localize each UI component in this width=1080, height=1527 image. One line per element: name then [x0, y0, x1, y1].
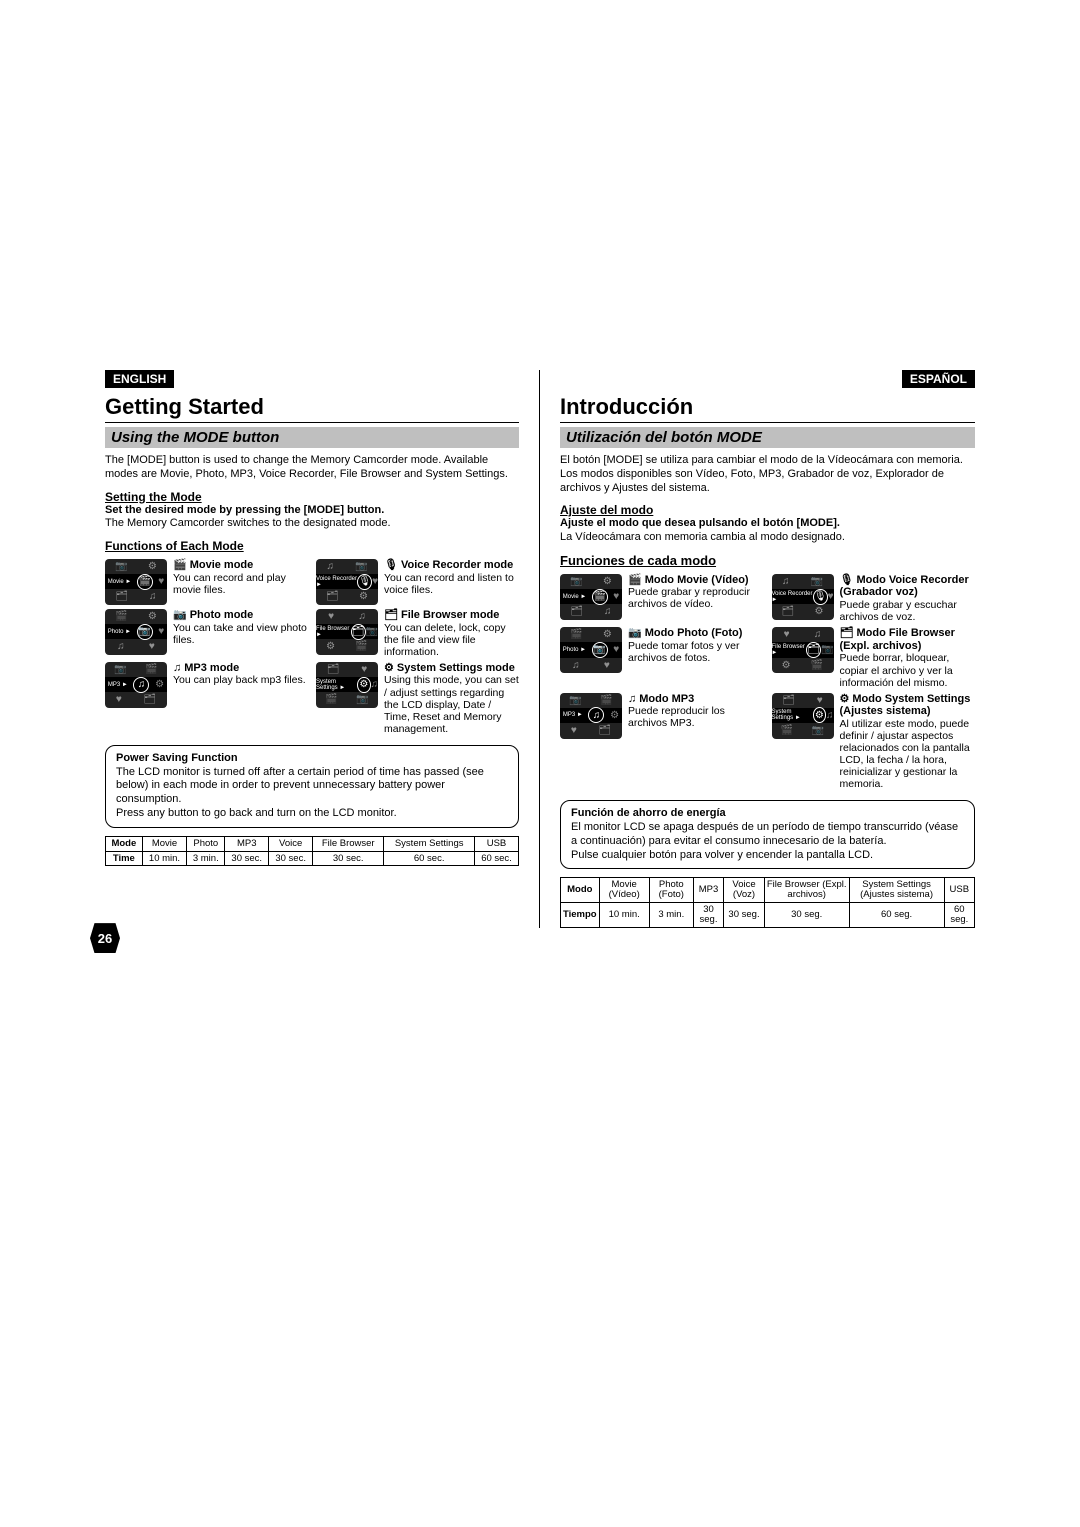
mode-photo-es: 🎬⚙ Photo ►📷♥ ♫♥ 📷Modo Photo (Foto)Puede … — [560, 627, 764, 688]
intro-text-es: El botón [MODE] se utiliza para cambiar … — [560, 454, 975, 495]
manual-page: ENGLISH Getting Started Using the MODE b… — [105, 370, 975, 928]
mode-photo-en: 🎬⚙ Photo ►📷♥ ♫♥ 📷Photo modeYou can take … — [105, 609, 308, 658]
page-title-en: Getting Started — [105, 394, 519, 423]
mode-mp3-es: 📷🎬 MP3 ►♫⚙ ♥🗂 ♫Modo MP3Puede reproducir … — [560, 693, 764, 791]
mode-system-es: 🗂♥ System Settings ►⚙♫ 🎬📷 ⚙Modo System S… — [772, 693, 976, 791]
setting-line1-en: Set the desired mode by pressing the [MO… — [105, 504, 519, 518]
lang-badge-spanish: ESPAÑOL — [902, 370, 975, 388]
mode-voice-en: ♫📷 Voice Recorder ►🎙♥ 🗂⚙ 🎙Voice Recorder… — [316, 559, 519, 605]
intro-text-en: The [MODE] button is used to change the … — [105, 454, 519, 482]
mode-screen-icon: 🗂♥ System Settings ►⚙♫ 🎬📷 — [316, 662, 378, 708]
setting-line2-es: La Vídeocámara con memoria cambia al mod… — [560, 531, 975, 545]
power-saving-box-es: Función de ahorro de energía El monitor … — [560, 800, 975, 869]
mode-grid-es: 📷⚙ Movie ►🎬♥ 🗂♫ 🎬Modo Movie (Vídeo)Puede… — [560, 574, 975, 791]
mode-screen-icon: ♫📷 Voice Recorder ►🎙♥ 🗂⚙ — [316, 559, 378, 605]
mode-grid-en: 📷⚙ Movie ►🎬♥ 🗂♫ 🎬Movie modeYou can recor… — [105, 559, 519, 735]
mode-system-en: 🗂♥ System Settings ►⚙♫ 🎬📷 ⚙System Settin… — [316, 662, 519, 735]
mode-screen-icon: ♥♫ File Browser ►🗂📷 ⚙🎬 — [316, 609, 378, 655]
mode-movie-en: 📷⚙ Movie ►🎬♥ 🗂♫ 🎬Movie modeYou can recor… — [105, 559, 308, 605]
timeout-table-en: Mode MoviePhoto MP3Voice File BrowserSys… — [105, 836, 519, 867]
mode-screen-icon: 📷🎬 MP3 ►♫⚙ ♥🗂 — [560, 693, 622, 739]
mode-screen-icon: ♥♫ File Browser ►🗂📷 ⚙🎬 — [772, 627, 834, 673]
power-body1-es: El monitor LCD se apaga después de un pe… — [571, 821, 964, 849]
functions-head-es: Funciones de cada modo — [560, 553, 975, 568]
page-number-badge: 26 — [90, 923, 120, 953]
lang-badge-english: ENGLISH — [105, 370, 174, 388]
functions-head-en: Functions of Each Mode — [105, 539, 519, 553]
power-title-en: Power Saving Function — [116, 752, 508, 766]
mode-screen-icon: ♫📷 Voice Recorder ►🎙♥ 🗂⚙ — [772, 574, 834, 620]
power-body2-en: Press any button to go back and turn on … — [116, 807, 508, 821]
mode-screen-icon: 📷⚙ Movie ►🎬♥ 🗂♫ — [560, 574, 622, 620]
page-title-es: Introducción — [560, 394, 975, 423]
mode-file-en: ♥♫ File Browser ►🗂📷 ⚙🎬 🗂File Browser mod… — [316, 609, 519, 658]
mode-screen-icon: 🎬⚙ Photo ►📷♥ ♫♥ — [560, 627, 622, 673]
mode-screen-icon: 🗂♥ System Settings ►⚙♫ 🎬📷 — [772, 693, 834, 739]
setting-mode-head-es: Ajuste del modo — [560, 503, 975, 517]
power-body1-en: The LCD monitor is turned off after a ce… — [116, 766, 508, 807]
setting-mode-head-en: Setting the Mode — [105, 490, 519, 504]
mode-screen-icon: 📷🎬 MP3 ►♫⚙ ♥🗂 — [105, 662, 167, 708]
timeout-table-es: Modo Movie (Vídeo)Photo (Foto) MP3Voice … — [560, 877, 975, 928]
section-heading-es: Utilización del botón MODE — [560, 427, 975, 448]
mode-screen-icon: 📷⚙ Movie ►🎬♥ 🗂♫ — [105, 559, 167, 605]
mode-movie-es: 📷⚙ Movie ►🎬♥ 🗂♫ 🎬Modo Movie (Vídeo)Puede… — [560, 574, 764, 623]
english-column: ENGLISH Getting Started Using the MODE b… — [105, 370, 540, 928]
power-title-es: Función de ahorro de energía — [571, 807, 964, 821]
mode-screen-icon: 🎬⚙ Photo ►📷♥ ♫♥ — [105, 609, 167, 655]
setting-line1-es: Ajuste el modo que desea pulsando el bot… — [560, 517, 840, 529]
setting-line2-en: The Memory Camcorder switches to the des… — [105, 517, 519, 531]
mode-file-es: ♥♫ File Browser ►🗂📷 ⚙🎬 🗂Modo File Browse… — [772, 627, 976, 688]
mode-mp3-en: 📷🎬 MP3 ►♫⚙ ♥🗂 ♫MP3 modeYou can play back… — [105, 662, 308, 735]
mode-voice-es: ♫📷 Voice Recorder ►🎙♥ 🗂⚙ 🎙Modo Voice Rec… — [772, 574, 976, 623]
section-heading-en: Using the MODE button — [105, 427, 519, 448]
power-body2-es: Pulse cualquier botón para volver y ence… — [571, 849, 964, 863]
spanish-column: ESPAÑOL Introducción Utilización del bot… — [540, 370, 975, 928]
power-saving-box-en: Power Saving Function The LCD monitor is… — [105, 745, 519, 828]
